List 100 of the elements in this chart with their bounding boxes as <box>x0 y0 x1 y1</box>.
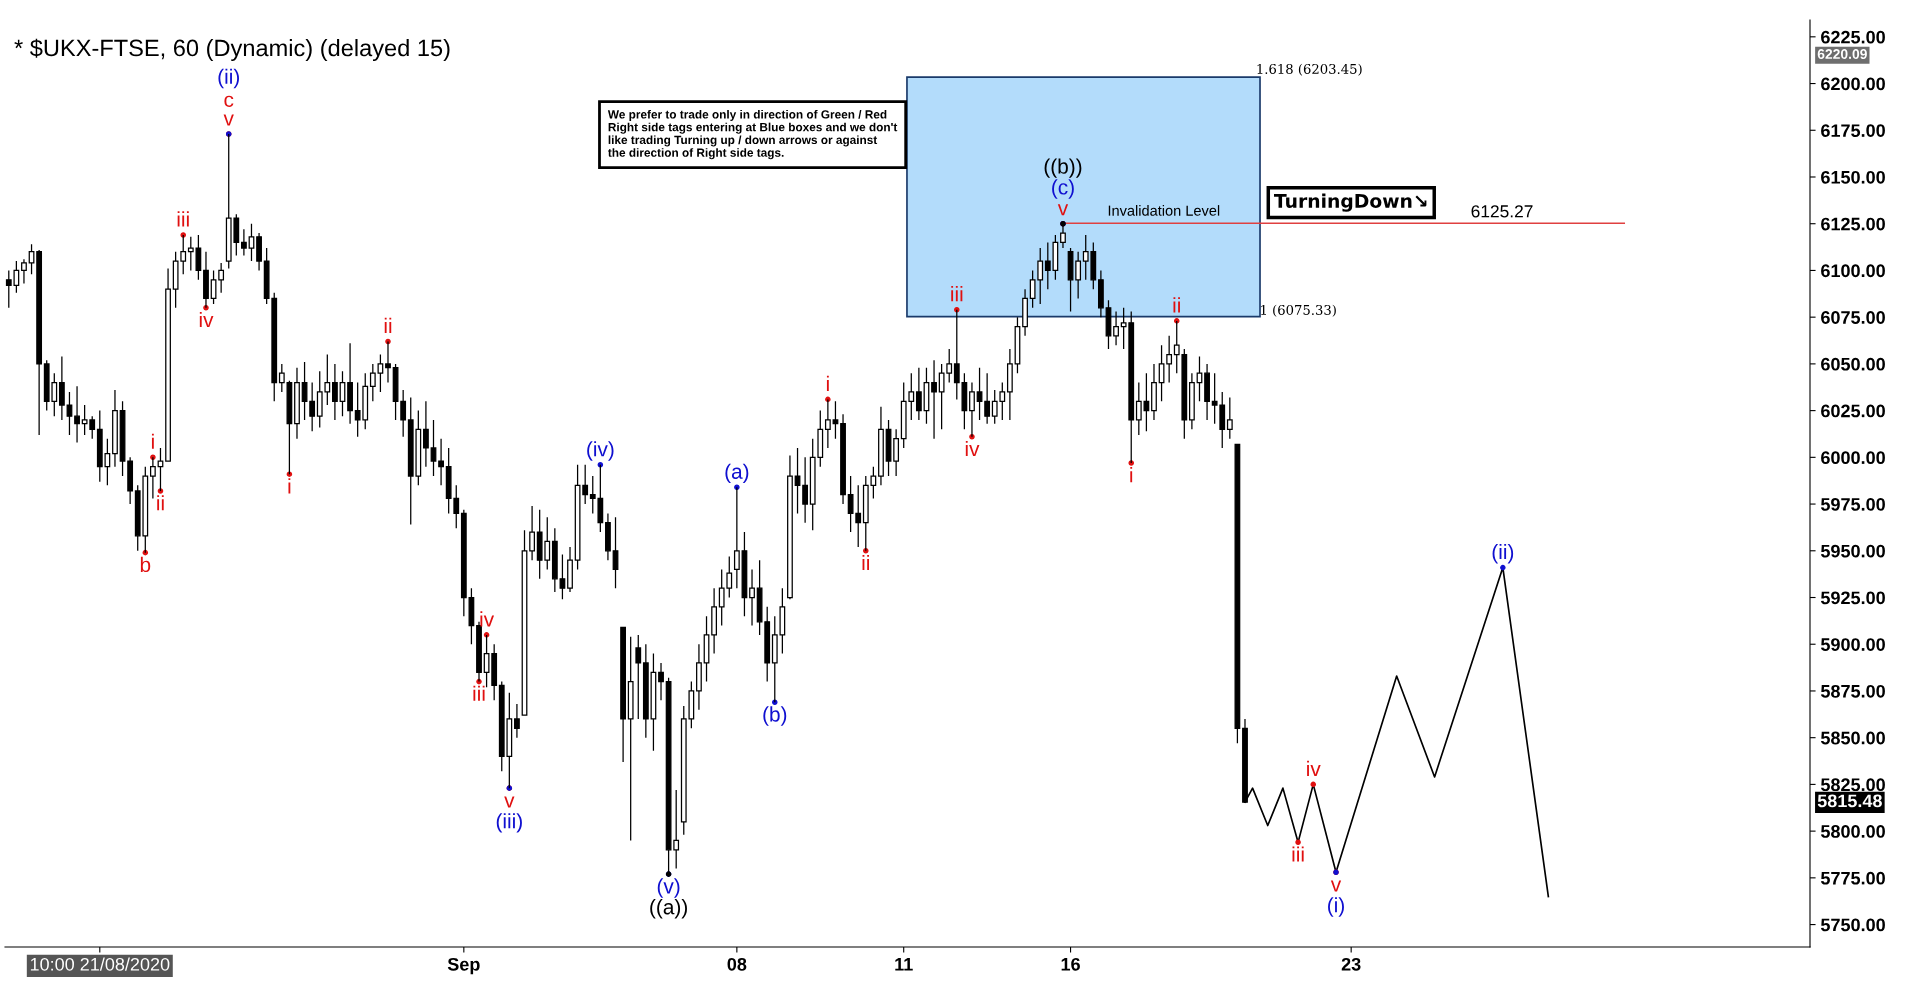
candlestick <box>642 643 649 739</box>
y-tick-label: 6100.00 <box>1821 264 1885 278</box>
candlestick <box>559 553 566 600</box>
candlestick <box>256 232 262 272</box>
candlestick <box>605 512 611 561</box>
y-tick-label: 5900.00 <box>1820 638 1885 651</box>
candlestick <box>1022 288 1028 337</box>
data-label: v <box>1330 880 1342 892</box>
data-label: i <box>826 375 829 391</box>
y-tick-label: 6225.00 <box>1821 30 1885 44</box>
candlestick <box>339 370 346 417</box>
candlestick <box>127 456 134 505</box>
candlestick <box>1196 355 1203 402</box>
y-tick-label: 6200.00 <box>1821 77 1885 91</box>
candlestick <box>529 505 535 561</box>
y-tick-label: 5950.00 <box>1820 544 1885 558</box>
data-label: iii <box>951 286 963 302</box>
data-label: ((b)) <box>1044 158 1082 178</box>
candlestick <box>915 366 922 421</box>
candlestick <box>567 546 573 593</box>
annotation: Invalidation Level <box>1108 205 1220 216</box>
candlestick <box>802 456 809 524</box>
candlestick <box>1014 316 1021 374</box>
annotation: We prefer to trade only in direction of Green / Red Right side tags entering at Blue boxes and we don't like trading Turning up / down arrows or against the direction of Right side tags. <box>607 109 898 160</box>
candlestick <box>1189 372 1195 430</box>
candlestick <box>28 243 35 275</box>
candlestick <box>240 228 247 257</box>
point <box>180 232 187 238</box>
candlestick <box>66 391 73 436</box>
y-tick-label: 5775.00 <box>1820 871 1885 885</box>
y-tick-label: 5800.00 <box>1820 825 1885 838</box>
candlestick <box>347 342 353 425</box>
x-tick-label: 16 <box>1061 957 1080 971</box>
candlestick <box>696 643 702 711</box>
data-label: (iv) <box>587 441 614 461</box>
candlestick <box>248 223 255 262</box>
candlestick <box>976 366 983 421</box>
y-tick-label: 6175.00 <box>1821 124 1885 137</box>
y-tick-label: 6125.00 <box>1821 217 1885 231</box>
candlestick <box>984 372 991 425</box>
data-label: iv <box>1307 760 1321 776</box>
candlestick <box>1105 299 1112 350</box>
data-label: (a) <box>725 463 749 484</box>
candlestick <box>1151 363 1157 421</box>
candlestick <box>620 626 626 763</box>
candlestick <box>1075 251 1082 300</box>
candlestick <box>294 366 300 440</box>
point <box>1500 564 1506 571</box>
data-label: ii <box>157 495 164 511</box>
y-tick-label: 5975.00 <box>1820 497 1885 511</box>
point <box>1295 839 1301 846</box>
candlestick <box>832 400 839 440</box>
candlestick <box>1113 310 1119 346</box>
y-tick-label: 5750.00 <box>1820 918 1885 932</box>
candlestick <box>423 400 429 468</box>
data-label: (i) <box>1328 897 1344 917</box>
data-label: ii <box>862 554 870 571</box>
candlestick <box>627 636 634 842</box>
candlestick <box>112 389 118 468</box>
text: 6220.09 <box>1817 49 1867 59</box>
candlestick <box>1234 443 1241 744</box>
candlestick <box>438 438 444 486</box>
x-tick-label: 23 <box>1341 957 1361 971</box>
candlestick <box>36 249 43 436</box>
y-tick-label: 6150.00 <box>1821 170 1885 184</box>
data-label: (b) <box>763 706 787 726</box>
y-tick-label: 5925.00 <box>1820 591 1885 605</box>
data-label: (ii) <box>1492 544 1514 564</box>
candlestick <box>893 428 900 477</box>
candlestick <box>210 269 217 305</box>
candlestick <box>741 531 748 617</box>
data-label: b <box>140 556 151 573</box>
candlestick <box>1067 247 1074 313</box>
data-label: i <box>288 478 291 494</box>
candlestick <box>309 381 316 432</box>
candlestick <box>749 568 755 627</box>
candlestick <box>1204 363 1210 421</box>
candlestick <box>58 355 65 421</box>
text: 5815.48 <box>1817 794 1882 808</box>
point <box>286 471 293 477</box>
y-tick-label: 6050.00 <box>1821 357 1885 371</box>
candlestick <box>21 258 27 285</box>
candlestick <box>301 361 308 421</box>
candlestick <box>885 419 892 477</box>
candlestick <box>332 363 338 421</box>
data-label: iii <box>177 211 189 227</box>
text: * $UKX-FTSE, 60 (Dynamic) (delayed 15) <box>14 38 450 62</box>
point <box>1310 781 1317 788</box>
x-tick-label: 08 <box>727 957 747 971</box>
candlestick <box>787 454 793 600</box>
candlestick <box>1006 348 1013 421</box>
y-tick-label: 6025.00 <box>1821 404 1885 418</box>
candlestick <box>430 419 437 477</box>
candlestick <box>923 366 930 425</box>
annotation: 1.618 (6203.45) <box>1257 63 1362 76</box>
y-tick-label: 6075.00 <box>1821 311 1885 324</box>
candlestick <box>1158 344 1165 402</box>
candlestick <box>1226 396 1233 440</box>
data-label: (c) <box>1052 179 1074 199</box>
data-label: iv <box>199 311 214 328</box>
